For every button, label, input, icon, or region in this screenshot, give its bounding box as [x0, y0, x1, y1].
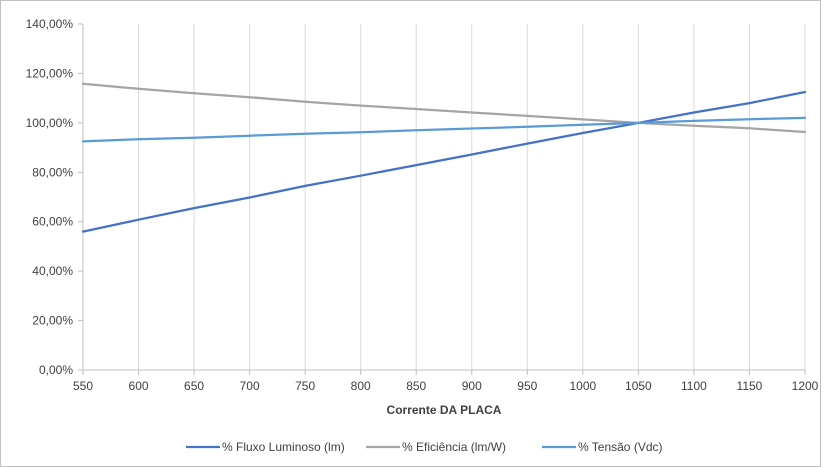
series-layer — [81, 82, 807, 233]
x-tick-label: 1200 — [792, 379, 819, 393]
x-tick-label: 950 — [517, 379, 537, 393]
y-tick-label: 20,00% — [32, 314, 73, 328]
legend-label-1: % Fluxo Luminoso (lm) — [222, 440, 345, 454]
x-tick-label: 650 — [184, 379, 204, 393]
series-line-3 — [81, 116, 807, 143]
y-tick-label: 80,00% — [32, 165, 73, 179]
y-tick-label: 0,00% — [39, 363, 73, 377]
y-tick-label: 120,00% — [26, 66, 74, 80]
x-axis-title: Corrente DA PLACA — [387, 403, 502, 417]
legend: % Fluxo Luminoso (lm) % Eficiência (lm/W)… — [186, 440, 663, 454]
y-tick-label: 40,00% — [32, 264, 73, 278]
y-tick-label: 60,00% — [32, 215, 73, 229]
x-tick-label: 1100 — [681, 379, 707, 393]
x-tick-label: 1000 — [569, 379, 596, 393]
grid-layer — [138, 24, 806, 370]
axis-layer: 0,00% 20,00% 40,00% 60,00% 80,00% 100,00% 120,… — [26, 17, 819, 393]
x-tick-label: 850 — [406, 379, 426, 393]
x-tick-label: 700 — [240, 379, 260, 393]
x-tick-label: 800 — [351, 379, 371, 393]
x-tick-label: 1050 — [625, 379, 652, 393]
y-tick-label: 100,00% — [26, 116, 74, 130]
y-tick-label: 140,00% — [26, 17, 74, 31]
series-line-1 — [81, 90, 807, 233]
x-tick-label: 900 — [462, 379, 482, 393]
series-line-2 — [81, 82, 807, 134]
x-tick-label: 750 — [295, 379, 315, 393]
x-tick-label: 600 — [129, 379, 149, 393]
x-tick-label: 1150 — [737, 379, 763, 393]
legend-label-2: % Eficiência (lm/W) — [402, 440, 506, 454]
legend-label-3: % Tensão (Vdc) — [578, 440, 663, 454]
x-tick-label: 550 — [73, 379, 93, 393]
